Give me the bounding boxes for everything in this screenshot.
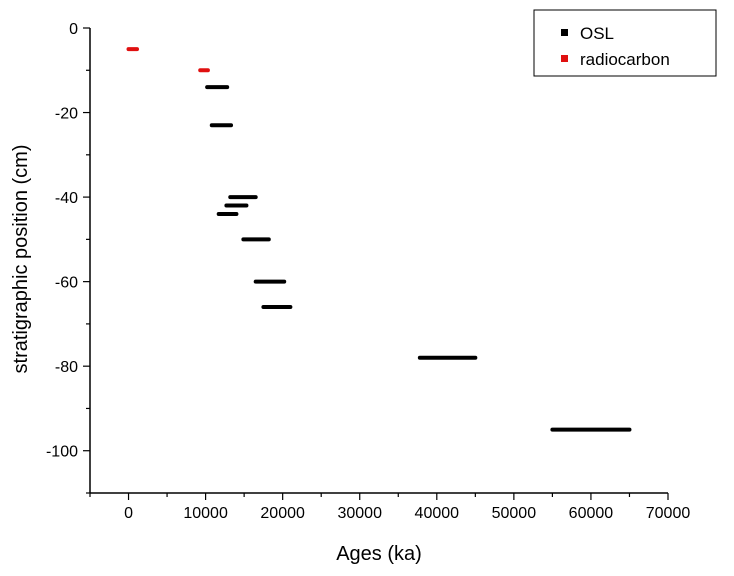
legend-label-radiocarbon: radiocarbon	[580, 50, 670, 69]
y-tick-label: 0	[69, 21, 78, 38]
legend-label-osl: OSL	[580, 24, 614, 43]
x-tick-label: 10000	[183, 505, 228, 522]
x-tick-label: 70000	[646, 505, 691, 522]
y-axis-title: stratigraphic position (cm)	[10, 145, 32, 374]
y-tick-label: -60	[55, 275, 78, 292]
x-tick-label: 20000	[260, 505, 305, 522]
legend-box	[533, 9, 717, 77]
axes: 0 10000 20000 30000 40000 50000 60000 70000 0 -20…	[46, 21, 690, 522]
x-tick-label: 50000	[492, 505, 537, 522]
x-axis-title: Ages (ka)	[336, 543, 422, 565]
legend-swatch-osl	[561, 29, 568, 36]
legend: OSL radiocarbon	[533, 9, 717, 77]
x-tick-label: 0	[124, 505, 133, 522]
x-tick-label: 60000	[569, 505, 614, 522]
y-tick-label: -20	[55, 106, 78, 123]
legend-swatch-radiocarbon	[561, 55, 568, 62]
y-tick-label: -100	[46, 444, 78, 461]
data-marks	[126, 47, 632, 432]
x-tick-label: 40000	[415, 505, 460, 522]
y-tick-label: -40	[55, 190, 78, 207]
x-tick-label: 30000	[337, 505, 382, 522]
y-tick-label: -80	[55, 359, 78, 376]
